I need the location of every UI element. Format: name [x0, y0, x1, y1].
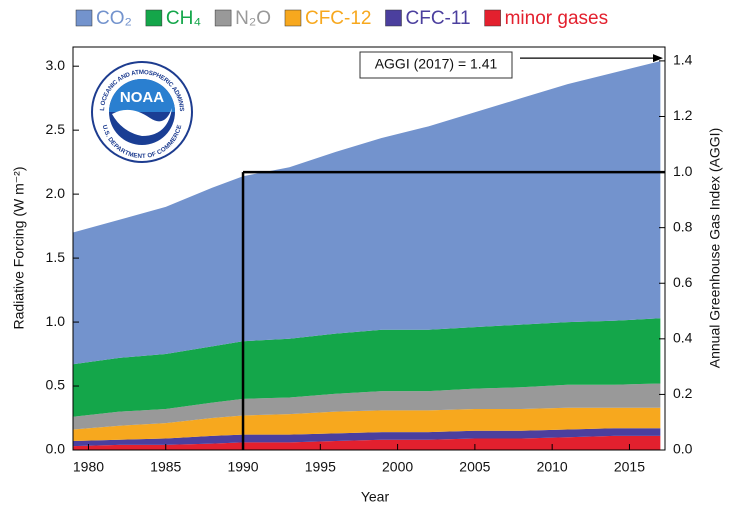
- x-tick-label: 1990: [227, 459, 258, 475]
- legend-label: CFC-11: [406, 8, 471, 29]
- legend-swatch: [214, 9, 232, 27]
- y-tick-label: 2.0: [46, 185, 66, 201]
- legend-swatch: [284, 9, 302, 27]
- x-tick-label: 2015: [614, 459, 645, 475]
- plot-frame: [72, 46, 666, 451]
- y-tick-label: 1.5: [46, 249, 66, 265]
- area: [73, 61, 661, 365]
- logo-bird: [112, 108, 172, 136]
- y2-axis-label: Annual Greenhouse Gas Index (AGGI): [707, 128, 723, 368]
- y-tick-label: 3.0: [46, 57, 66, 73]
- area: [73, 407, 661, 442]
- legend-label: CO₂: [96, 8, 132, 29]
- legend-label: CH₄: [166, 8, 201, 29]
- y2-tick-label: 0.0: [673, 441, 693, 457]
- y-axis-label: Radiative Forcing (W m⁻²): [11, 167, 27, 330]
- y-tick-label: 1.0: [46, 313, 66, 329]
- legend-swatch: [145, 9, 163, 27]
- x-tick-label: 2005: [459, 459, 490, 475]
- y2-tick-label: 0.8: [673, 218, 693, 234]
- area: [73, 435, 661, 450]
- y-tick-label: 2.5: [46, 121, 66, 137]
- area: [73, 428, 661, 447]
- plot-area: [73, 61, 661, 450]
- legend-swatch: [75, 9, 93, 27]
- area: [73, 383, 661, 430]
- y2-tick-label: 0.4: [673, 330, 693, 346]
- legend-label: N₂O: [235, 8, 271, 29]
- y-tick-label: 0.0: [46, 441, 66, 457]
- annotation-box: [359, 51, 513, 79]
- x-tick-label: 2000: [382, 459, 413, 475]
- area: [73, 318, 661, 417]
- y2-tick-label: 1.4: [673, 52, 693, 68]
- y2-tick-label: 0.6: [673, 274, 693, 290]
- x-tick-label: 1985: [150, 459, 181, 475]
- logo-sky: [109, 79, 175, 112]
- annotation-text: AGGI (2017) = 1.41: [375, 56, 498, 72]
- legend-swatch: [385, 9, 402, 27]
- legend-label: minor gases: [505, 8, 609, 29]
- x-tick-label: 1980: [73, 459, 104, 475]
- y2-tick-label: 1.2: [673, 107, 693, 123]
- y-tick-label: 0.5: [46, 377, 66, 393]
- y2-tick-label: 1.0: [673, 163, 693, 179]
- legend-swatch: [484, 9, 501, 27]
- logo-text: NOAA: [120, 89, 164, 106]
- annotation-arrowhead: [653, 54, 663, 63]
- x-tick-label: 2010: [537, 459, 568, 475]
- y2-tick-label: 0.2: [673, 385, 693, 401]
- legend-label: CFC-12: [305, 8, 372, 29]
- x-axis-label: Year: [361, 489, 390, 505]
- x-tick-label: 1995: [305, 459, 336, 475]
